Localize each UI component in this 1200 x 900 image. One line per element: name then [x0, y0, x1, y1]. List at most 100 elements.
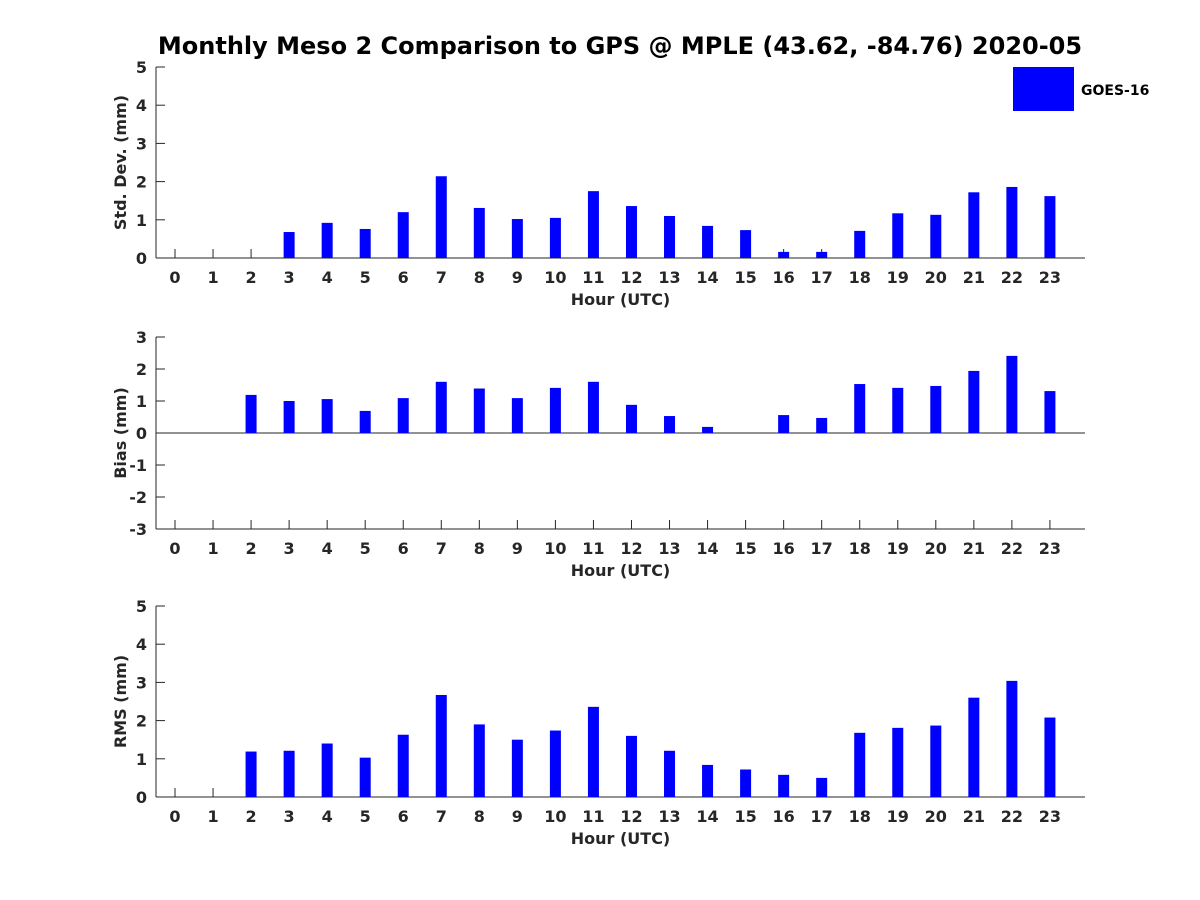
- std-bar-hour-12: [625, 206, 637, 258]
- std-bar-hour-6: [397, 212, 409, 258]
- bias-y-tick-label: 0: [136, 424, 147, 443]
- bias-bar-hour-23: [1044, 391, 1056, 433]
- rms-x-tick-label: 14: [696, 807, 718, 826]
- rms-x-tick-label: 3: [284, 807, 295, 826]
- bias-x-tick-label: 12: [620, 539, 642, 558]
- bias-bar-hour-22: [1006, 355, 1018, 433]
- legend-swatch: [1013, 67, 1074, 111]
- bias-x-tick-label: 15: [734, 539, 756, 558]
- bias-x-tick-label: 1: [207, 539, 218, 558]
- rms-bar-hour-10: [549, 730, 561, 797]
- std-x-tick-label: 16: [773, 268, 795, 287]
- rms-bar-hour-5: [359, 757, 371, 797]
- rms-x-tick-label: 18: [849, 807, 871, 826]
- std-x-tick-label: 12: [620, 268, 642, 287]
- rms-bar-hour-13: [664, 750, 676, 797]
- rms-y-tick-label: 2: [136, 712, 147, 731]
- std-bar-hour-11: [587, 191, 599, 258]
- std-x-axis-label: Hour (UTC): [571, 290, 671, 309]
- std-bar-hour-20: [930, 214, 942, 258]
- std-x-tick-label: 9: [512, 268, 523, 287]
- bias-y-tick-label: 2: [136, 360, 147, 379]
- std-x-tick-label: 8: [474, 268, 485, 287]
- bias-x-tick-label: 6: [398, 539, 409, 558]
- std-x-tick-label: 0: [169, 268, 180, 287]
- bias-bar-hour-2: [245, 394, 257, 433]
- bias-x-tick-label: 9: [512, 539, 523, 558]
- bias-x-tick-label: 18: [849, 539, 871, 558]
- rms-bar-hour-15: [740, 769, 752, 797]
- rms-bar-hour-17: [816, 777, 828, 797]
- std-x-tick-label: 2: [246, 268, 257, 287]
- std-bar-hour-14: [702, 225, 714, 258]
- rms-x-tick-label: 7: [436, 807, 447, 826]
- rms-bar-hour-23: [1044, 717, 1056, 797]
- bias-x-tick-label: 2: [246, 539, 257, 558]
- std-x-tick-label: 23: [1039, 268, 1061, 287]
- rms-x-tick-label: 12: [620, 807, 642, 826]
- std-bar-hour-13: [664, 215, 676, 258]
- rms-x-tick-label: 20: [925, 807, 947, 826]
- std-x-tick-label: 17: [811, 268, 833, 287]
- rms-x-tick-label: 1: [207, 807, 218, 826]
- std-bar-hour-7: [435, 176, 447, 258]
- bias-y-tick-label: -1: [129, 456, 147, 475]
- std-y-tick-label: 1: [136, 211, 147, 230]
- rms-x-tick-label: 9: [512, 807, 523, 826]
- rms-x-tick-label: 15: [734, 807, 756, 826]
- bias-x-tick-label: 19: [887, 539, 909, 558]
- std-y-tick-label: 4: [136, 96, 147, 115]
- rms-y-tick-label: 5: [136, 597, 147, 616]
- std-bar-hour-17: [816, 251, 828, 258]
- std-x-tick-label: 18: [849, 268, 871, 287]
- bias-bar-hour-10: [549, 387, 561, 433]
- bias-bar-hour-4: [321, 399, 333, 433]
- bias-bar-hour-7: [435, 381, 447, 433]
- bias-y-tick-label: -2: [129, 488, 147, 507]
- std-bar-hour-19: [892, 213, 904, 258]
- rms-x-tick-label: 21: [963, 807, 985, 826]
- rms-bar-hour-21: [968, 697, 980, 797]
- rms-x-tick-label: 10: [544, 807, 566, 826]
- bias-x-tick-label: 14: [696, 539, 718, 558]
- rms-x-tick-label: 11: [582, 807, 604, 826]
- rms-x-tick-label: 22: [1001, 807, 1023, 826]
- rms-bar-hour-19: [892, 727, 904, 797]
- std-x-tick-label: 6: [398, 268, 409, 287]
- bias-x-tick-label: 3: [284, 539, 295, 558]
- std-bar-hour-9: [511, 219, 523, 258]
- rms-bar-hour-6: [397, 734, 409, 797]
- std-x-tick-label: 10: [544, 268, 566, 287]
- bias-x-tick-label: 10: [544, 539, 566, 558]
- bias-bar-hour-3: [283, 401, 295, 433]
- bias-y-axis-label: Bias (mm): [111, 387, 130, 479]
- std-bar-hour-16: [778, 251, 790, 258]
- std-bar-hour-3: [283, 232, 295, 258]
- bias-y-tick-label: 3: [136, 328, 147, 347]
- std-y-tick-label: 5: [136, 58, 147, 77]
- bias-y-tick-label: 1: [136, 392, 147, 411]
- bias-x-tick-label: 22: [1001, 539, 1023, 558]
- std-x-tick-label: 15: [734, 268, 756, 287]
- rms-y-tick-label: 0: [136, 788, 147, 807]
- rms-y-tick-label: 4: [136, 635, 147, 654]
- rms-x-tick-label: 6: [398, 807, 409, 826]
- bias-bar-hour-20: [930, 385, 942, 433]
- rms-x-tick-label: 4: [322, 807, 333, 826]
- std-bar-hour-4: [321, 222, 333, 258]
- bias-x-tick-label: 16: [773, 539, 795, 558]
- rms-bar-hour-7: [435, 695, 447, 797]
- bias-x-tick-label: 20: [925, 539, 947, 558]
- rms-bar-hour-16: [778, 774, 790, 797]
- rms-x-tick-label: 23: [1039, 807, 1061, 826]
- bias-bar-hour-5: [359, 410, 371, 433]
- std-x-tick-label: 21: [963, 268, 985, 287]
- rms-x-tick-label: 8: [474, 807, 485, 826]
- bias-x-tick-label: 5: [360, 539, 371, 558]
- bias-x-tick-label: 13: [658, 539, 680, 558]
- bias-bar-hour-17: [816, 417, 828, 433]
- std-bar-hour-23: [1044, 196, 1056, 258]
